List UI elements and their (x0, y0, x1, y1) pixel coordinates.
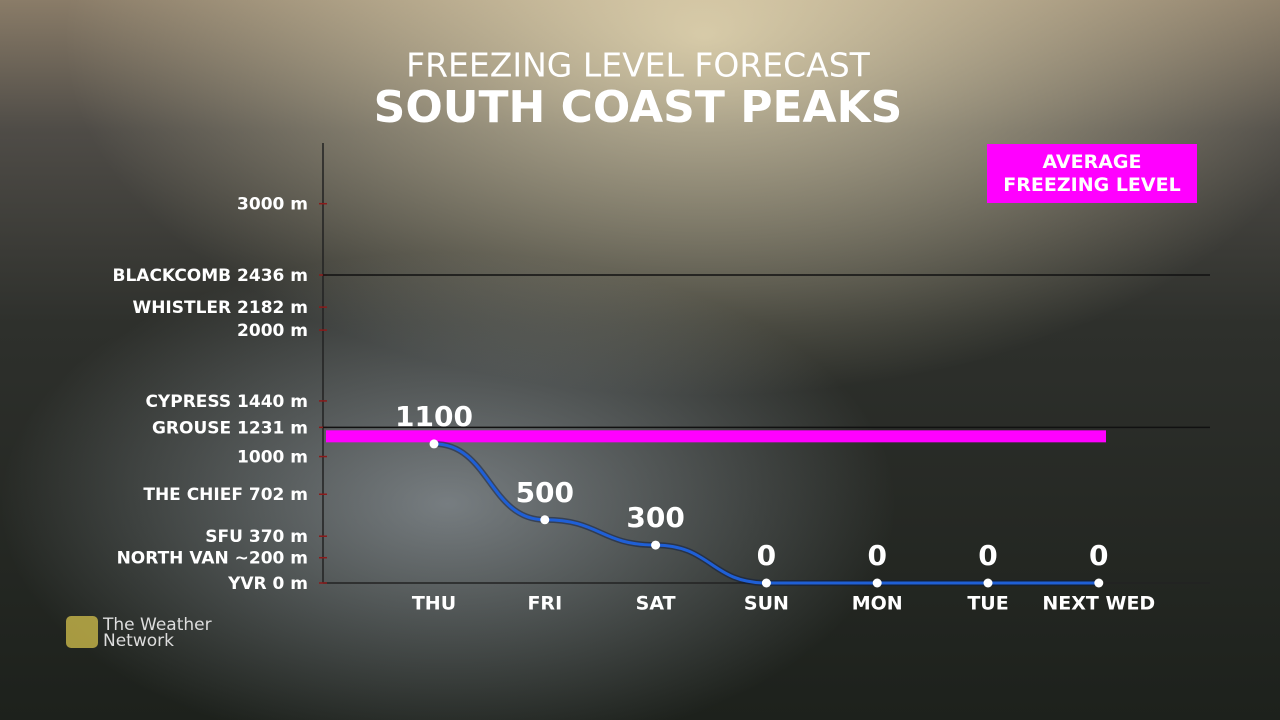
y-tick-label: WHISTLER 2182 m (132, 298, 308, 318)
y-tick-label: THE CHIEF 702 m (143, 485, 308, 505)
y-tick-label: GROUSE 1231 m (152, 418, 308, 438)
x-tick-label: SUN (744, 593, 789, 615)
y-tick-label: YVR 0 m (227, 574, 308, 594)
value-label: 0 (757, 539, 776, 572)
y-tick-label: CYPRESS 1440 m (145, 392, 308, 412)
average-band (326, 430, 1106, 443)
logo-text: Network (103, 631, 174, 651)
chart-subtitle: SOUTH COAST PEAKS (374, 82, 903, 133)
point (983, 578, 993, 588)
value-label: 500 (516, 476, 574, 509)
x-tick-label: MON (852, 593, 903, 615)
point (872, 578, 882, 588)
chart-title: FREEZING LEVEL FORECAST (406, 46, 871, 85)
y-tick-label: 1000 m (237, 448, 308, 468)
legend: AVERAGE FREEZING LEVEL (987, 144, 1197, 203)
value-label: 300 (626, 501, 684, 534)
x-tick-label: TUE (967, 593, 1008, 615)
value-label: 0 (978, 539, 997, 572)
x-tick-label: THU (412, 593, 456, 615)
y-tick-label: 2000 m (237, 321, 308, 341)
point (651, 540, 661, 550)
y-tick-label: 3000 m (237, 195, 308, 215)
logo: The Weather Network (66, 615, 212, 651)
value-label: 0 (867, 539, 886, 572)
point (429, 439, 439, 449)
x-tick-label: SAT (636, 593, 676, 615)
x-tick-label: NEXT WED (1042, 593, 1155, 615)
y-tick-label: NORTH VAN ~200 m (117, 549, 308, 569)
x-tick-label: FRI (527, 593, 562, 615)
logo-icon (66, 616, 98, 648)
value-label: 1100 (395, 400, 473, 433)
point (761, 578, 771, 588)
y-tick-label: SFU 370 m (205, 527, 308, 547)
point (1094, 578, 1104, 588)
point (540, 515, 550, 525)
logo-text: The Weather (102, 615, 212, 635)
y-tick-label: BLACKCOMB 2436 m (113, 266, 309, 286)
value-label: 0 (1089, 539, 1108, 572)
